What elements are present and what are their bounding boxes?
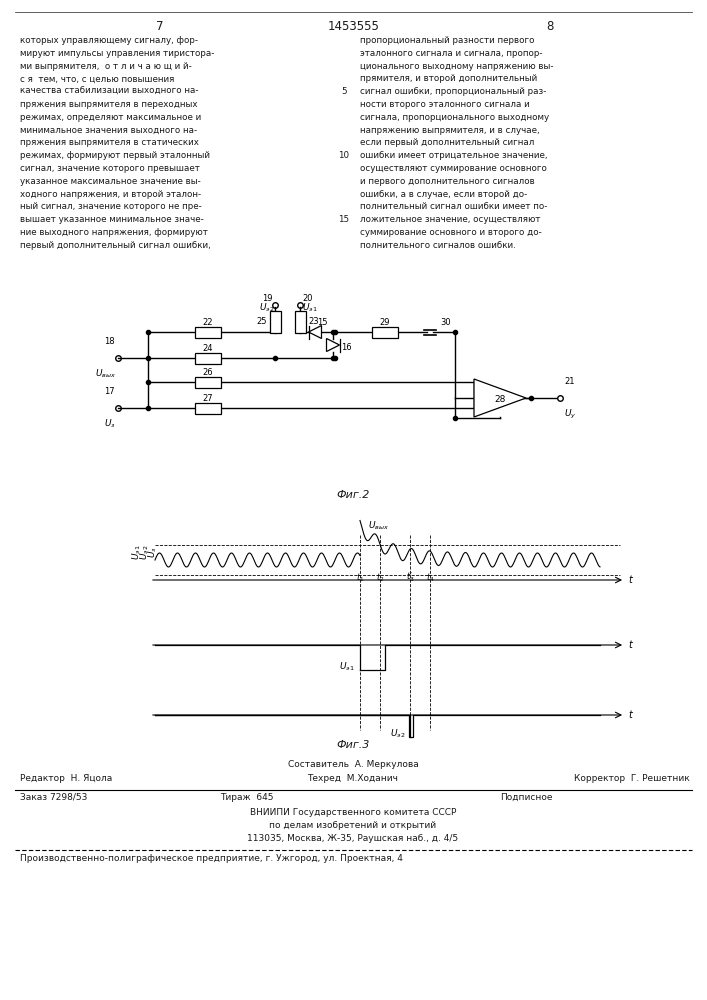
Text: 5: 5 <box>341 87 347 96</box>
Text: 25: 25 <box>257 318 267 326</box>
Text: $t_3'$: $t_3'$ <box>406 570 414 584</box>
Text: пряжения выпрямителя в переходных: пряжения выпрямителя в переходных <box>20 100 197 109</box>
Text: Фиг.2: Фиг.2 <box>337 490 370 500</box>
Text: 28: 28 <box>494 395 506 404</box>
Text: по делам изобретений и открытий: по делам изобретений и открытий <box>269 821 436 830</box>
Text: $U_у$: $U_у$ <box>564 408 576 421</box>
Text: 15: 15 <box>339 215 349 224</box>
Text: 26: 26 <box>203 368 214 377</box>
Text: пряжения выпрямителя в статических: пряжения выпрямителя в статических <box>20 138 199 147</box>
Text: напряжению выпрямителя, и в случае,: напряжению выпрямителя, и в случае, <box>360 126 539 135</box>
Text: 16: 16 <box>341 342 351 352</box>
Text: 29: 29 <box>380 318 390 327</box>
Polygon shape <box>327 338 339 352</box>
Text: полнительный сигнал ошибки имеет по-: полнительный сигнал ошибки имеет по- <box>360 202 547 211</box>
Text: Техред  М.Ходанич: Техред М.Ходанич <box>308 774 399 783</box>
Bar <box>295 311 305 333</box>
Text: 23: 23 <box>308 318 319 326</box>
Text: $U_{э1}$: $U_{э1}$ <box>131 544 143 560</box>
Bar <box>195 326 221 338</box>
Bar <box>372 326 398 338</box>
Text: 27: 27 <box>203 394 214 403</box>
Bar <box>195 402 221 414</box>
Text: $U_з$: $U_з$ <box>146 546 159 558</box>
Text: прямителя, и второй дополнительный: прямителя, и второй дополнительный <box>360 74 537 83</box>
Text: $t_1$: $t_1$ <box>356 572 364 584</box>
Text: $U_{вых}$: $U_{вых}$ <box>95 368 116 380</box>
Text: t: t <box>628 640 632 650</box>
Text: 1453555: 1453555 <box>327 20 380 33</box>
Text: пропорциональный разности первого: пропорциональный разности первого <box>360 36 534 45</box>
Text: если первый дополнительный сигнал: если первый дополнительный сигнал <box>360 138 534 147</box>
Text: ложительное значение, осуществляют: ложительное значение, осуществляют <box>360 215 540 224</box>
Text: эталонного сигнала и сигнала, пропор-: эталонного сигнала и сигнала, пропор- <box>360 49 542 58</box>
Text: вышает указанное минимальное значе-: вышает указанное минимальное значе- <box>20 215 204 224</box>
Text: которых управляющему сигналу, фор-: которых управляющему сигналу, фор- <box>20 36 198 45</box>
Text: 24: 24 <box>203 344 214 353</box>
Text: $U_{э2}$: $U_{э2}$ <box>139 544 151 560</box>
Text: 17: 17 <box>105 387 115 396</box>
Text: $U_{э2}$: $U_{э2}$ <box>259 302 275 314</box>
Text: t: t <box>628 575 632 585</box>
Text: $t_4$: $t_4$ <box>426 572 434 584</box>
Text: Составитель  А. Меркулова: Составитель А. Меркулова <box>288 760 419 769</box>
Text: 8: 8 <box>547 20 554 33</box>
Text: Производственно-полиграфическое предприятие, г. Ужгород, ул. Проектная, 4: Производственно-полиграфическое предприя… <box>20 854 403 863</box>
Text: 20: 20 <box>302 294 312 303</box>
Polygon shape <box>308 326 322 338</box>
Text: ный сигнал, значение которого не пре-: ный сигнал, значение которого не пре- <box>20 202 201 211</box>
Text: ошибки, а в случае, если второй до-: ошибки, а в случае, если второй до- <box>360 190 527 199</box>
Text: минимальное значения выходного на-: минимальное значения выходного на- <box>20 126 197 135</box>
Bar <box>195 353 221 363</box>
Text: ционального выходному напряжению вы-: ционального выходному напряжению вы- <box>360 62 554 71</box>
Text: 30: 30 <box>440 318 450 327</box>
Text: осуществляют суммирование основного: осуществляют суммирование основного <box>360 164 547 173</box>
Text: мируют импульсы управления тиристора-: мируют импульсы управления тиристора- <box>20 49 214 58</box>
Text: 22: 22 <box>203 318 214 327</box>
Text: сигнал, значение которого превышает: сигнал, значение которого превышает <box>20 164 200 173</box>
Text: режимах, определяют максимальное и: режимах, определяют максимальное и <box>20 113 201 122</box>
Text: с я  тем, что, с целью повышения: с я тем, что, с целью повышения <box>20 74 175 83</box>
Text: первый дополнительный сигнал ошибки,: первый дополнительный сигнал ошибки, <box>20 241 211 250</box>
Text: Тираж  645: Тираж 645 <box>220 793 274 802</box>
Text: 18: 18 <box>105 337 115 346</box>
Text: 19: 19 <box>262 294 273 303</box>
Text: $U_{э1}$: $U_{э1}$ <box>339 660 355 673</box>
Text: 21: 21 <box>564 377 575 386</box>
Text: $U_{э2}$: $U_{э2}$ <box>390 728 405 740</box>
Text: ВНИИПИ Государственного комитета СССР: ВНИИПИ Государственного комитета СССР <box>250 808 456 817</box>
Text: ходного напряжения, и второй эталон-: ходного напряжения, и второй эталон- <box>20 190 201 199</box>
Bar <box>195 376 221 387</box>
Text: и первого дополнительного сигналов: и первого дополнительного сигналов <box>360 177 534 186</box>
Text: $U_{вых}$: $U_{вых}$ <box>368 520 389 532</box>
Text: сигнал ошибки, пропорциональный раз-: сигнал ошибки, пропорциональный раз- <box>360 87 547 96</box>
Text: качества стабилизации выходного на-: качества стабилизации выходного на- <box>20 87 199 96</box>
Text: t: t <box>628 710 632 720</box>
Text: режимах, формируют первый эталонный: режимах, формируют первый эталонный <box>20 151 210 160</box>
Text: Подписное: Подписное <box>500 793 552 802</box>
Text: ности второго эталонного сигнала и: ности второго эталонного сигнала и <box>360 100 530 109</box>
Text: Заказ 7298/53: Заказ 7298/53 <box>20 793 88 802</box>
Text: 7: 7 <box>156 20 164 33</box>
Text: 10: 10 <box>339 151 349 160</box>
Text: Редактор  Н. Яцола: Редактор Н. Яцола <box>20 774 112 783</box>
Text: 15: 15 <box>317 318 327 327</box>
Text: ошибки имеет отрицательное значение,: ошибки имеет отрицательное значение, <box>360 151 547 160</box>
Text: полнительного сигналов ошибки.: полнительного сигналов ошибки. <box>360 241 515 250</box>
Text: Корректор  Г. Решетник: Корректор Г. Решетник <box>574 774 690 783</box>
Text: $t_2$: $t_2$ <box>376 572 384 584</box>
Text: указанное максимальное значение вы-: указанное максимальное значение вы- <box>20 177 201 186</box>
Text: суммирование основного и второго до-: суммирование основного и второго до- <box>360 228 542 237</box>
Text: Фиг.3: Фиг.3 <box>337 740 370 750</box>
Polygon shape <box>474 379 526 417</box>
Text: $U_{э1}$: $U_{э1}$ <box>302 302 317 314</box>
Bar <box>269 311 281 333</box>
Text: ми выпрямителя,  о т л и ч а ю щ и й-: ми выпрямителя, о т л и ч а ю щ и й- <box>20 62 192 71</box>
Text: ние выходного напряжения, формируют: ние выходного напряжения, формируют <box>20 228 208 237</box>
Text: сигнала, пропорционального выходному: сигнала, пропорционального выходному <box>360 113 549 122</box>
Text: 113035, Москва, Ж-35, Раушская наб., д. 4/5: 113035, Москва, Ж-35, Раушская наб., д. … <box>247 834 459 843</box>
Text: $U_з$: $U_з$ <box>105 418 116 430</box>
